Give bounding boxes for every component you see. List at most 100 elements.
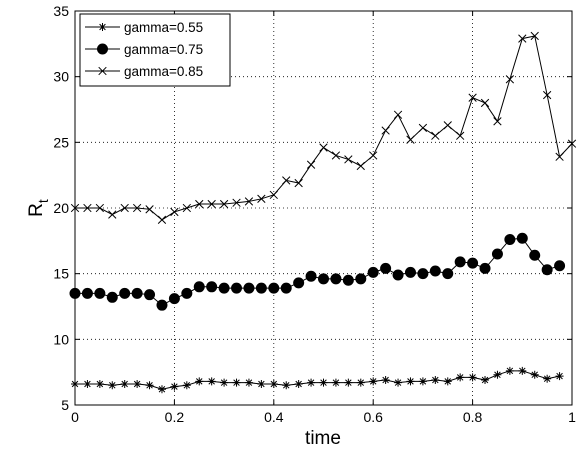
y-axis-label: Rt [26, 199, 51, 217]
legend-item: gamma=0.55 [85, 20, 203, 35]
data-point [119, 287, 131, 299]
data-point [193, 281, 205, 293]
data-point [342, 274, 354, 286]
data-point [257, 194, 266, 203]
legend-item: gamma=0.85 [85, 64, 203, 79]
data-point [182, 203, 191, 213]
y-axis-label-main: R [26, 203, 47, 217]
data-point [443, 377, 452, 386]
data-point [554, 260, 566, 272]
data-point [219, 199, 229, 209]
data-point [282, 381, 291, 390]
data-point [218, 282, 230, 294]
data-point [207, 377, 216, 386]
data-point [232, 198, 241, 207]
data-point [244, 378, 253, 387]
data-point [145, 381, 154, 390]
legend: gamma=0.55 gamma=0.75 gamma=0.85 [79, 13, 231, 87]
data-point [195, 377, 204, 386]
data-point [157, 385, 166, 394]
data-point [305, 270, 317, 282]
data-point [404, 266, 416, 278]
legend-marker [97, 43, 108, 55]
data-point [541, 264, 553, 276]
data-point [431, 131, 440, 140]
data-point [207, 199, 216, 209]
data-point [480, 98, 490, 108]
y-axis-label-subscript: t [35, 199, 51, 203]
data-point [542, 90, 552, 100]
y-tick-label: 30 [53, 69, 69, 85]
series-2 [70, 31, 577, 224]
data-point [393, 110, 403, 119]
data-point [95, 379, 104, 388]
svg-text:Rt: Rt [26, 199, 51, 217]
data-point [294, 379, 303, 388]
data-point [168, 293, 180, 305]
data-point [156, 299, 168, 311]
legend-marker [98, 66, 107, 76]
data-point [356, 378, 365, 387]
data-point [157, 215, 167, 224]
series-layer [69, 31, 577, 394]
data-point [231, 282, 243, 294]
data-point [120, 379, 129, 388]
data-point [491, 248, 503, 260]
x-tick-label: 0.4 [264, 409, 284, 425]
data-point [181, 287, 193, 299]
data-point [83, 203, 92, 213]
x-tick-label: 0.6 [363, 409, 383, 425]
data-point [381, 376, 390, 385]
data-point [392, 269, 404, 281]
data-point [268, 282, 280, 294]
data-point [418, 377, 427, 386]
data-point [244, 197, 254, 206]
data-point [516, 232, 528, 244]
data-point [255, 282, 267, 294]
data-point [530, 370, 539, 379]
y-tick-label: 35 [53, 3, 69, 19]
data-point [493, 117, 502, 126]
data-point [294, 178, 303, 188]
x-tick-label: 1 [568, 409, 576, 425]
y-tick-label: 20 [53, 200, 69, 216]
data-point [257, 379, 266, 388]
data-point [505, 75, 515, 84]
series-line [75, 237, 560, 306]
data-point [518, 366, 527, 375]
data-point [81, 287, 93, 299]
data-point [94, 287, 106, 299]
data-point [269, 379, 278, 388]
data-point [293, 277, 305, 289]
data-point [367, 266, 379, 278]
data-point [456, 373, 465, 382]
data-point [394, 378, 403, 387]
data-point [406, 135, 415, 144]
data-point [108, 210, 117, 219]
data-point [319, 378, 328, 387]
data-point [344, 378, 353, 387]
data-point [306, 160, 316, 169]
data-point [529, 249, 541, 261]
data-point [431, 376, 440, 385]
data-point [479, 262, 491, 274]
data-point [454, 256, 466, 268]
data-point [108, 381, 117, 390]
data-point [355, 273, 367, 285]
data-point [280, 282, 292, 294]
data-point [468, 93, 477, 102]
legend-label: gamma=0.85 [124, 64, 203, 79]
data-point [543, 374, 552, 383]
data-point [331, 151, 341, 160]
data-point [330, 273, 342, 285]
data-point [406, 377, 415, 386]
data-point [144, 289, 156, 301]
data-point [195, 199, 204, 209]
series-1 [69, 232, 566, 311]
data-point [555, 152, 564, 161]
x-tick-label: 0.8 [463, 409, 483, 425]
data-point [530, 31, 539, 41]
data-point [481, 376, 490, 385]
